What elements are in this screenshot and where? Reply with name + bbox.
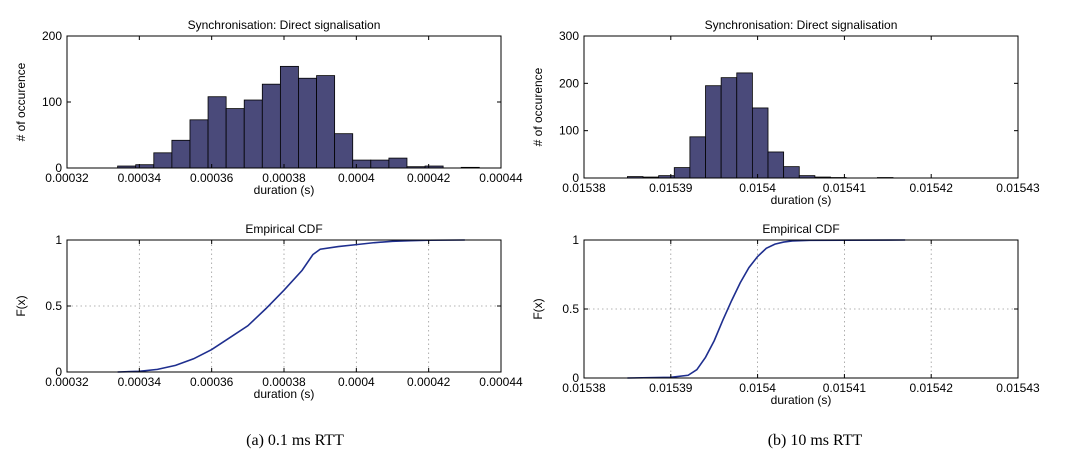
panel-2-y-tick-label-0: 0 [572,171,579,185]
panel-2-x-tick-label-3: 0.01541 [823,181,867,195]
panel-3-y-tick-label-0: 0 [572,371,579,385]
cdf-panel-b: 0.01538 0.01539 0.0154 0.01541 0.01542 0.0154… [531,222,1040,407]
panel-0-bar-11 [316,75,336,169]
panel-3-y-axis-label: F(x) [531,298,545,319]
panel-0-bar-8 [261,83,281,169]
panel-1-x-tick-label-1: 0.00034 [118,375,162,389]
panel-0-y-tick-label-1: 100 [42,95,62,109]
panel-2-bar-7 [736,72,753,179]
panel-3-y-tick-label-1: 0.5 [562,302,579,316]
panel-0-x-tick-label-3: 0.00038 [262,171,306,185]
panel-2-bar-10 [783,166,800,179]
panel-0-bar-3 [171,139,191,169]
cdf-panel-a: 0.00032 0.00034 0.00036 0.00038 0.0004 0.0004… [14,222,523,401]
panel-0-bar-2 [153,152,173,169]
panel-0-x-tick-label-2: 0.00036 [190,171,234,185]
caption-b: (b) 10 ms RTT [768,432,863,449]
panel-2-plot-frame [583,35,1019,179]
panel-2-y-tick-label-3: 300 [559,29,579,43]
panel-0-x-tick-label-5: 0.00042 [407,171,451,185]
panel-0-bar-12 [334,133,354,169]
panel-0-bar-9 [279,65,299,169]
panel-0-x-axis-label: duration (s) [254,183,315,197]
panel-2-bar-6 [720,77,738,179]
panel-2-x-tick-label-5: 0.01543 [996,181,1040,195]
caption-a: (a) 0.1 ms RTT [246,432,344,449]
panel-3-cdf-line [627,239,906,379]
panel-0-bar-4 [189,119,209,169]
panel-0-bar-5 [207,96,227,169]
panel-0-x-tick-label-6: 0.00044 [479,171,523,185]
panel-3-x-tick-label-1: 0.01539 [649,381,693,395]
panel-1-title: Empirical CDF [245,222,322,236]
panel-2-title: Synchronisation: Direct signalisation [705,18,898,32]
panel-3-x-tick-label-5: 0.01543 [996,381,1040,395]
panel-2-y-tick-label-2: 200 [559,76,579,90]
panel-3-x-tick-label-2: 0.0154 [739,381,776,395]
panel-0-bar-10 [298,77,317,169]
panel-2-y-tick-label-1: 100 [559,124,579,138]
panel-2-bar-5 [705,85,722,179]
panel-0-x-tick-label-1: 0.00034 [118,171,162,185]
panel-3-x-axis-label: duration (s) [771,393,832,407]
panel-1-x-tick-label-6: 0.00044 [479,375,523,389]
panel-2-bar-3 [673,167,691,179]
panel-1-cdf-line [117,239,465,373]
panel-3-x-tick-label-4: 0.01542 [910,381,954,395]
panel-3-x-tick-label-3: 0.01541 [823,381,867,395]
panel-1-y-tick-label-0: 0 [55,365,62,379]
panel-0-bar-15 [388,157,408,169]
panel-0-x-tick-label-4: 0.0004 [338,171,375,185]
panel-0-title: Synchronisation: Direct signalisation [188,18,381,32]
panel-1-x-tick-label-5: 0.00042 [407,375,451,389]
panel-0-y-tick-label-0: 0 [55,161,62,175]
panel-0-bar-7 [243,99,263,169]
panel-0-bar-6 [225,108,245,169]
panel-0-bar-14 [370,159,390,169]
panel-0-x-tick-label-0: 0.00032 [45,171,89,185]
panel-2-x-tick-label-2: 0.0154 [739,181,776,195]
panel-2-y-axis-label: # of occurence [531,67,545,146]
panel-3-title: Empirical CDF [762,222,839,236]
panel-1-x-tick-label-2: 0.00036 [190,375,234,389]
histogram-panel-a: 0.00032 0.00034 0.00036 0.00038 0.0004 0.0004… [14,18,523,197]
panel-2-x-tick-label-4: 0.01542 [910,181,954,195]
panel-1-x-tick-label-4: 0.0004 [338,375,375,389]
panel-0-y-tick-label-2: 200 [42,29,62,43]
panel-1-x-axis-label: duration (s) [254,387,315,401]
panel-3-y-tick-label-2: 1 [572,233,579,247]
panel-1-y-tick-label-1: 0.5 [45,299,62,313]
panel-1-y-tick-label-2: 1 [55,233,62,247]
panel-2-bar-4 [689,136,706,179]
panel-0-bar-13 [352,159,372,169]
panel-2-bar-9 [767,151,785,179]
panel-1-x-tick-label-3: 0.00038 [262,375,306,389]
panel-1-x-tick-label-0: 0.00032 [45,375,89,389]
panel-2-x-axis-label: duration (s) [771,193,832,207]
histogram-panel-b: 0.01538 0.01539 0.0154 0.01541 0.01542 0.0154… [531,18,1040,207]
panel-2-x-tick-label-0: 0.01538 [562,181,606,195]
panel-3-x-tick-label-0: 0.01538 [562,381,606,395]
panel-2-x-tick-label-1: 0.01539 [649,181,693,195]
panel-0-y-axis-label: # of occurence [14,62,28,141]
panel-1-y-axis-label: F(x) [14,295,28,316]
panel-2-bar-8 [751,107,769,179]
